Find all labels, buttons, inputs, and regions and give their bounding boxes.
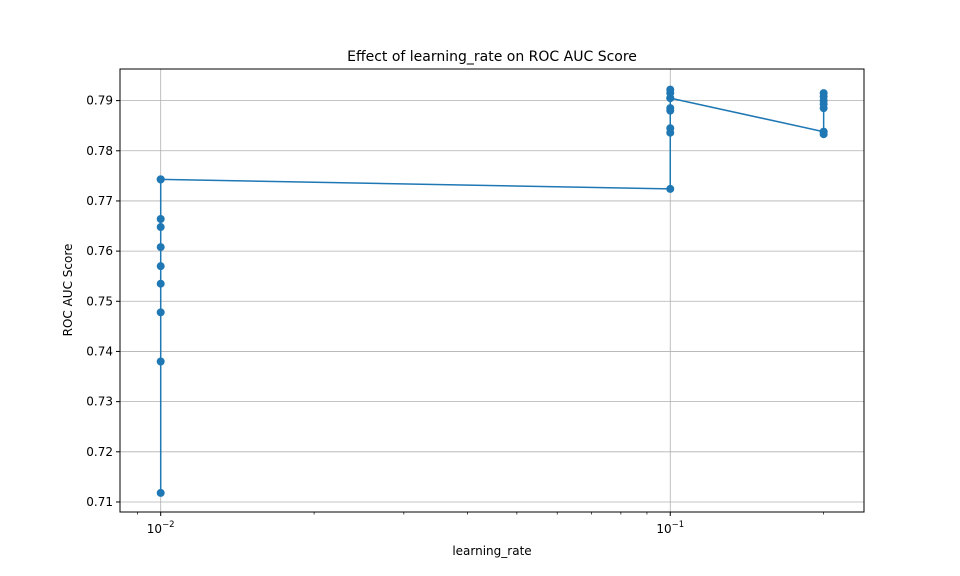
y-tick-label: 0.75 [86,294,113,308]
y-tick-label: 0.73 [86,395,113,409]
y-axis-label: ROC AUC Score [61,244,75,337]
data-point [666,124,675,133]
data-point [156,223,165,232]
axis-ticks: 0.710.720.730.740.750.760.770.780.7910−2… [86,94,825,536]
y-tick-label: 0.76 [86,244,113,258]
data-point [156,215,165,224]
chart-title: Effect of learning_rate on ROC AUC Score [347,49,637,65]
data-point [156,279,165,288]
y-tick-label: 0.79 [86,94,113,108]
x-tick-label: 10−1 [656,520,684,536]
data-point [156,357,165,366]
data-point [666,85,675,94]
data-point [156,175,165,184]
data-point [666,104,675,113]
data-point [666,184,675,193]
data-point [819,89,828,98]
data-series [156,85,828,497]
x-tick-base: 10 [147,522,162,536]
x-axis-label: learning_rate [452,544,531,558]
plot-frame [119,68,865,513]
x-tick-exponent: −2 [162,520,175,530]
data-point [819,127,828,136]
y-tick-label: 0.71 [86,495,113,509]
x-tick-label: 10−2 [147,520,175,536]
y-tick-label: 0.78 [86,144,113,158]
y-tick-label: 0.74 [86,344,113,358]
y-tick-label: 0.77 [86,194,113,208]
data-point [156,488,165,497]
x-tick-base: 10 [656,522,671,536]
data-point [156,243,165,252]
data-point [666,94,675,103]
data-point [156,262,165,271]
y-tick-label: 0.72 [86,445,113,459]
data-point [156,308,165,317]
x-tick-exponent: −1 [672,520,685,530]
